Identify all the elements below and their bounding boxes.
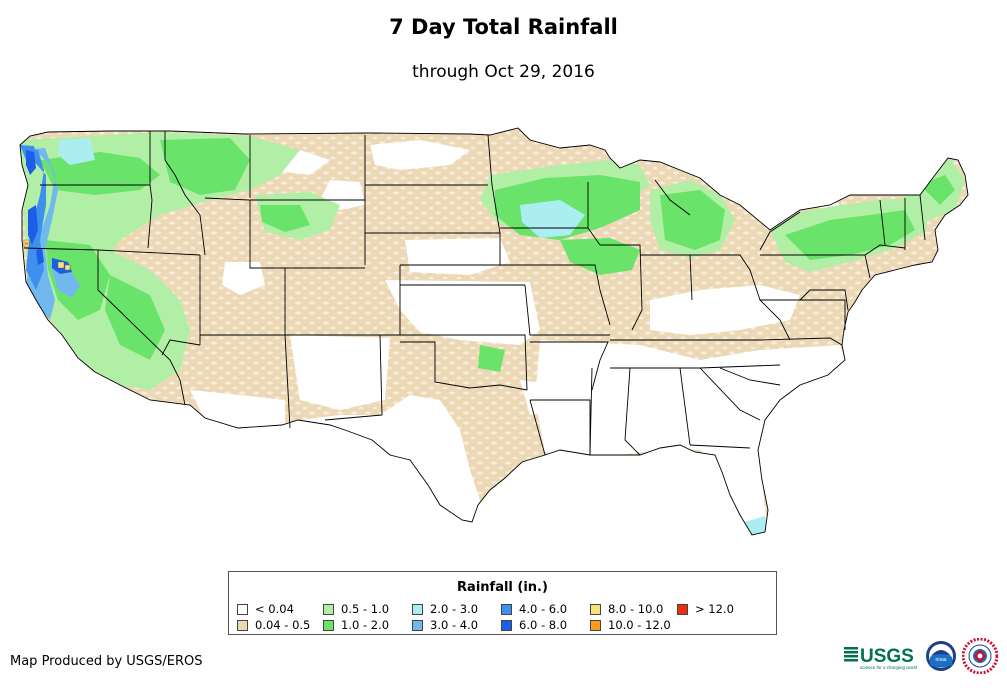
legend-swatch — [590, 619, 601, 631]
legend: Rainfall (in.) < 0.04 0.04 - 0.5 0.5 - 1.0… — [228, 571, 777, 635]
legend-label: 3.0 - 4.0 — [430, 618, 479, 632]
legend-label: 4.0 - 6.0 — [519, 602, 568, 616]
legend-item: 3.0 - 4.0 — [412, 618, 478, 632]
svg-text:science for a changing world: science for a changing world — [860, 665, 918, 670]
legend-swatch — [412, 619, 423, 631]
legend-label: 0.5 - 1.0 — [341, 602, 390, 616]
legend-label: 8.0 - 10.0 — [608, 602, 664, 616]
legend-item: 2.0 - 3.0 — [412, 602, 478, 616]
legend-swatch — [412, 603, 423, 615]
legend-item: 8.0 - 10.0 — [590, 602, 663, 616]
rainfall-map — [19, 127, 969, 536]
legend-item: 0.04 - 0.5 — [237, 618, 310, 632]
legend-swatch — [590, 603, 601, 615]
map-title: 7 Day Total Rainfall — [389, 15, 618, 39]
legend-swatch — [237, 619, 248, 631]
usgs-logo: USGS science for a changing world — [843, 643, 918, 671]
legend-item: 4.0 - 6.0 — [501, 602, 567, 616]
nws-logo — [961, 637, 999, 675]
legend-label: 1.0 - 2.0 — [341, 618, 390, 632]
legend-swatch — [323, 619, 334, 631]
legend-label: 0.04 - 0.5 — [255, 618, 311, 632]
legend-label: 2.0 - 3.0 — [430, 602, 479, 616]
legend-swatch — [237, 603, 248, 615]
svg-text:noaa: noaa — [935, 657, 946, 663]
legend-swatch — [677, 603, 688, 615]
usgs-logo-text: USGS — [860, 646, 914, 667]
legend-swatch — [501, 619, 512, 631]
legend-label: > 12.0 — [695, 602, 734, 616]
legend-item: < 0.04 — [237, 602, 294, 616]
legend-title: Rainfall (in.) — [457, 580, 548, 595]
legend-item: 6.0 - 8.0 — [501, 618, 567, 632]
legend-item: 0.5 - 1.0 — [323, 602, 389, 616]
legend-label: 6.0 - 8.0 — [519, 618, 568, 632]
noaa-logo: noaa — [925, 640, 957, 672]
legend-swatch — [501, 603, 512, 615]
credit-text: Map Produced by USGS/EROS — [10, 654, 203, 669]
legend-swatch — [323, 603, 334, 615]
map-subtitle: through Oct 29, 2016 — [412, 62, 595, 82]
legend-item: 1.0 - 2.0 — [323, 618, 389, 632]
legend-label: 10.0 - 12.0 — [608, 618, 671, 632]
legend-item: 10.0 - 12.0 — [590, 618, 671, 632]
legend-label: < 0.04 — [255, 602, 294, 616]
legend-item: > 12.0 — [677, 602, 734, 616]
